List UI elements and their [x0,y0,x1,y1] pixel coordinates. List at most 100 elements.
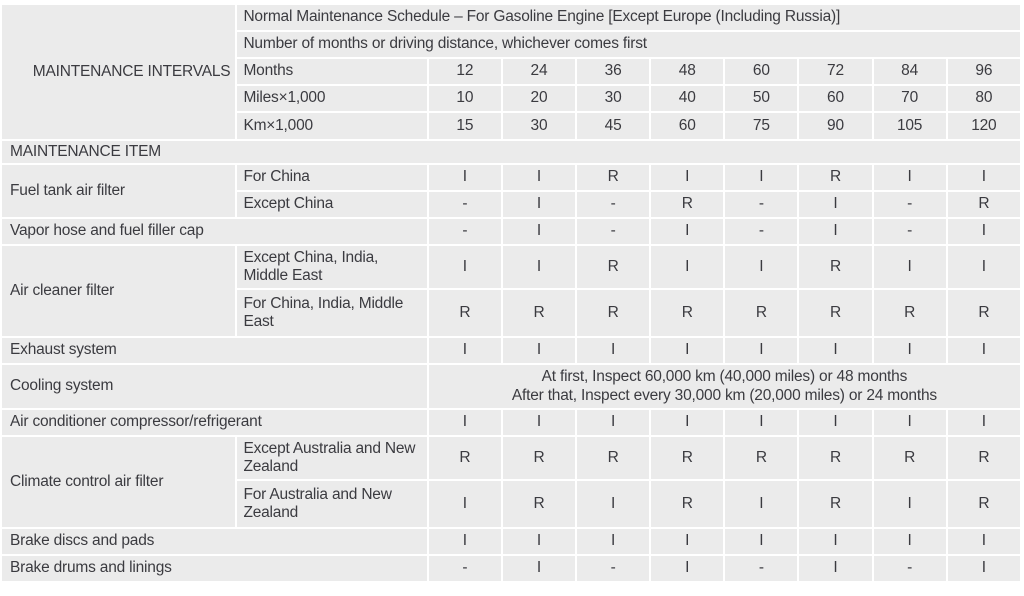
schedule-cell: I [651,246,724,288]
interval-row-miles: Miles×1,000 10 20 30 40 50 60 70 80 [2,86,1020,111]
schedule-cell: I [799,410,872,435]
schedule-cell: R [428,290,501,336]
schedule-cell: 48 [651,59,724,84]
header-row-title: MAINTENANCE INTERVALS Normal Maintenance… [2,5,1020,139]
schedule-cell: I [947,246,1020,288]
schedule-cell: I [947,529,1020,554]
schedule-cell: I [577,529,650,554]
item-label-vapor-hose: Vapor hose and fuel filler cap [2,219,427,244]
schedule-cell: I [799,219,872,244]
schedule-cell: 90 [799,113,872,139]
variant-label-except-aus-nz: Except Australia and New Zealand [237,437,427,479]
schedule-cell: R [651,192,724,217]
item-label-brake-discs: Brake discs and pads [2,529,427,554]
schedule-cell: R [799,437,872,479]
schedule-cell: R [502,481,576,527]
schedule-cell: I [502,556,576,581]
schedule-cell: I [577,410,650,435]
section-header: MAINTENANCE ITEM [2,141,1020,163]
row-cooling-system: Cooling system At first, Inspect 60,000 … [2,365,1020,408]
row-air-cleaner-except: Air cleaner filter Except China, India, … [2,246,1020,336]
schedule-cell: - [725,556,798,581]
cooling-note-line-2: After that, Inspect every 30,000 km (20,… [511,386,937,404]
schedule-cell: R [799,481,872,527]
row-vapor-hose: Vapor hose and fuel filler cap -I-I-I-I [2,219,1020,244]
schedule-cell: - [725,192,798,217]
schedule-cell: - [428,219,501,244]
schedule-cell: 96 [947,59,1020,84]
row-fuel-tank-air-filter-except-china: Except China -I-R-I-R [2,192,1020,217]
schedule-cell: I [725,246,798,288]
schedule-cell: I [873,165,946,190]
item-label-exhaust-system: Exhaust system [2,338,427,363]
schedule-cell: I [725,481,798,527]
interval-row-months: Months 12 24 36 48 60 72 84 96 [2,59,1020,84]
schedule-cell: - [428,556,501,581]
schedule-cell: 84 [873,59,946,84]
variant-label-for-china: For China [237,165,427,190]
schedule-cell: I [502,246,576,288]
variant-label-for-aus-nz: For Australia and New Zealand [237,481,427,527]
table-subtitle: Number of months or driving distance, wh… [237,32,1020,57]
schedule-cell: R [651,481,724,527]
schedule-cell: R [502,290,576,336]
schedule-cell: 30 [502,113,576,139]
schedule-cell: - [873,556,946,581]
item-label-brake-drums: Brake drums and linings [2,556,427,581]
schedule-cell: I [799,192,872,217]
schedule-cell: 72 [799,59,872,84]
maintenance-schedule-table: MAINTENANCE INTERVALS Normal Maintenance… [0,3,1022,583]
schedule-cell: - [577,219,650,244]
schedule-cell: I [873,338,946,363]
schedule-cell: I [947,338,1020,363]
item-label-climate-control-air-filter: Climate control air filter [2,437,236,527]
schedule-cell: I [502,165,576,190]
schedule-cell: I [725,410,798,435]
schedule-cell: R [799,246,872,288]
schedule-cell: R [502,437,576,479]
schedule-cell: I [428,410,501,435]
schedule-cell: I [799,529,872,554]
schedule-cell: R [577,437,650,479]
schedule-cell: 36 [577,59,650,84]
section-header-row: MAINTENANCE ITEM [2,141,1020,163]
schedule-cell: I [502,338,576,363]
schedule-cell: I [577,338,650,363]
schedule-cell: R [947,481,1020,527]
schedule-cell: I [502,529,576,554]
schedule-cell: R [651,437,724,479]
schedule-cell: 20 [502,86,576,111]
schedule-cell: I [947,410,1020,435]
schedule-cell: I [502,192,576,217]
schedule-cell: 120 [947,113,1020,139]
schedule-cell: 75 [725,113,798,139]
schedule-cell: I [799,338,872,363]
schedule-cell: R [947,437,1020,479]
corner-label: MAINTENANCE INTERVALS [2,5,236,139]
schedule-cell: - [577,556,650,581]
schedule-cell: I [502,410,576,435]
schedule-cell: R [873,437,946,479]
schedule-cell: I [651,556,724,581]
schedule-cell: - [873,219,946,244]
schedule-cell: R [428,437,501,479]
schedule-cell: I [873,481,946,527]
cooling-system-note: At first, Inspect 60,000 km (40,000 mile… [428,365,1020,408]
schedule-cell: R [947,192,1020,217]
schedule-cell: R [725,437,798,479]
schedule-cell: I [947,556,1020,581]
row-ac-compressor: Air conditioner compressor/refrigerant I… [2,410,1020,435]
schedule-cell: R [947,290,1020,336]
row-climate-filter-except: Climate control air filter Except Austra… [2,437,1020,527]
schedule-cell: I [651,165,724,190]
variant-label-for-china-india-me: For China, India, Middle East [237,290,427,336]
schedule-cell: I [502,219,576,244]
schedule-cell: I [873,246,946,288]
schedule-cell: R [799,290,872,336]
table-title: Normal Maintenance Schedule – For Gasoli… [237,5,1020,30]
schedule-cell: I [428,246,501,288]
schedule-cell: I [428,165,501,190]
schedule-cell: I [947,165,1020,190]
